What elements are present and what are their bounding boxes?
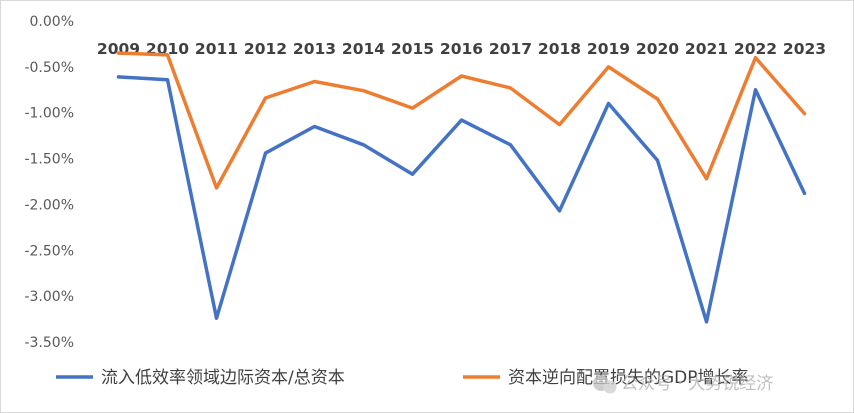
y-tick-label: -0.50% bbox=[24, 60, 74, 76]
data-point bbox=[558, 123, 561, 127]
data-point bbox=[460, 74, 463, 78]
y-tick-label: -2.00% bbox=[24, 197, 74, 213]
data-point bbox=[215, 186, 218, 190]
wechat-icon bbox=[593, 375, 617, 394]
x-tick-label: 2012 bbox=[244, 40, 287, 58]
x-tick-label: 2019 bbox=[587, 40, 630, 58]
data-point bbox=[509, 143, 512, 147]
x-tick-label: 2018 bbox=[538, 40, 581, 58]
x-tick-label: 2023 bbox=[783, 40, 826, 58]
x-tick-label: 2022 bbox=[734, 40, 777, 58]
data-point bbox=[166, 53, 169, 57]
data-point bbox=[460, 118, 463, 122]
legend-item-1: 资本逆向配置损失的GDP增长率 bbox=[463, 368, 749, 388]
data-point bbox=[705, 177, 708, 181]
data-point bbox=[607, 102, 610, 106]
data-point bbox=[313, 124, 316, 128]
y-tick-label: -1.50% bbox=[24, 152, 74, 168]
data-point bbox=[705, 320, 708, 324]
x-tick-label: 2020 bbox=[636, 40, 679, 58]
x-axis: 2009 2010 2011 2012 2013 2014 2015 2016 2017 2018… bbox=[97, 40, 826, 58]
y-tick-label: 0.00% bbox=[30, 14, 74, 30]
x-tick-label: 2017 bbox=[489, 40, 532, 58]
x-tick-label: 2014 bbox=[342, 40, 385, 58]
legend: 流入低效率领域边际资本/总资本 资本逆向配置损失的GDP增长率 bbox=[56, 368, 749, 388]
x-tick-label: 2021 bbox=[685, 40, 728, 58]
y-tick-label: -1.00% bbox=[24, 106, 74, 122]
series-line-0 bbox=[116, 75, 807, 324]
x-tick-label: 2011 bbox=[195, 40, 238, 58]
data-point bbox=[411, 172, 414, 176]
data-point bbox=[362, 89, 365, 93]
data-point bbox=[117, 51, 120, 55]
data-point bbox=[215, 316, 218, 320]
y-tick-label: -3.00% bbox=[24, 289, 74, 305]
data-point bbox=[117, 75, 120, 79]
data-point bbox=[607, 65, 610, 69]
legend-label: 流入低效率领域边际资本/总资本 bbox=[101, 368, 345, 388]
data-point bbox=[656, 97, 659, 101]
data-point bbox=[362, 143, 365, 147]
watermark: 公众号 · 大势锐经济 bbox=[593, 374, 773, 394]
legend-item-0: 流入低效率领域边际资本/总资本 bbox=[56, 368, 345, 388]
data-point bbox=[558, 209, 561, 213]
data-point bbox=[411, 106, 414, 110]
y-tick-label: -2.50% bbox=[24, 243, 74, 259]
x-tick-label: 2016 bbox=[440, 40, 483, 58]
data-point bbox=[264, 96, 267, 100]
data-point bbox=[803, 112, 806, 116]
data-point bbox=[313, 80, 316, 84]
data-point bbox=[264, 151, 267, 155]
y-axis: 0.00% -0.50% -1.00% -1.50% -2.00% -2.50% -3.00… bbox=[24, 14, 74, 351]
data-point bbox=[656, 158, 659, 162]
watermark-text: 公众号 · 大势锐经济 bbox=[621, 374, 773, 394]
series-lines bbox=[116, 51, 807, 324]
data-point bbox=[803, 191, 806, 195]
data-point bbox=[166, 78, 169, 82]
y-tick-label: -3.50% bbox=[24, 335, 74, 351]
x-tick-label: 2015 bbox=[391, 40, 434, 58]
data-point bbox=[754, 56, 757, 60]
x-tick-label: 2013 bbox=[293, 40, 336, 58]
legend-label: 资本逆向配置损失的GDP增长率 bbox=[508, 368, 749, 388]
data-point bbox=[754, 88, 757, 92]
data-point bbox=[509, 86, 512, 90]
